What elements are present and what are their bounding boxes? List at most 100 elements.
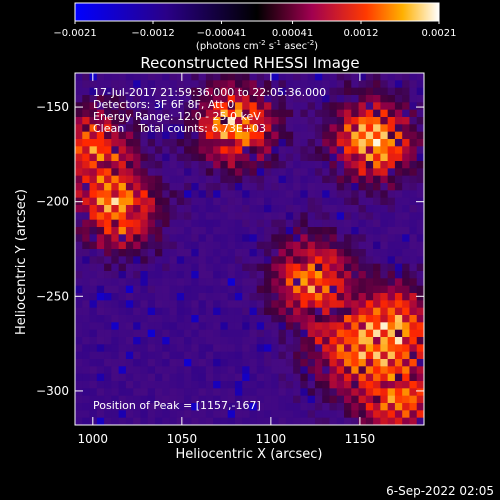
heatmap-cell	[89, 131, 98, 140]
heatmap-cell	[96, 381, 105, 389]
heatmap-cell	[300, 139, 309, 147]
heatmap-cell	[198, 417, 207, 426]
heatmap-cell	[147, 80, 156, 89]
heatmap-cell	[234, 80, 243, 89]
heatmap-cell	[293, 190, 301, 199]
heatmap-cell	[300, 87, 309, 96]
heatmap-cell	[140, 366, 149, 375]
heatmap-cell	[351, 234, 359, 243]
heatmap-cell	[314, 329, 323, 338]
heatmap-cell	[409, 73, 418, 81]
heatmap-cell	[227, 388, 236, 397]
heatmap-cell	[416, 307, 425, 316]
heatmap-cell	[111, 300, 120, 309]
heatmap-cell	[140, 183, 149, 191]
heatmap-cell	[169, 131, 178, 140]
heatmap-cell	[322, 263, 330, 272]
heatmap-cell	[285, 366, 294, 375]
heatmap-cell	[111, 124, 120, 133]
heatmap-cell	[336, 109, 345, 118]
heatmap-cell	[329, 417, 338, 426]
heatmap-cell	[358, 381, 367, 389]
heatmap-cell	[140, 293, 149, 301]
heatmap-cell	[380, 256, 389, 265]
heatmap-cell	[409, 212, 418, 221]
heatmap-cell	[104, 373, 112, 382]
heatmap-cell	[169, 183, 178, 191]
heatmap-cell	[205, 146, 214, 155]
heatmap-cell	[373, 197, 381, 206]
heatmap-cell	[75, 168, 83, 177]
heatmap-cell	[365, 73, 374, 81]
heatmap-cell	[82, 80, 90, 89]
heatmap-cell	[191, 381, 199, 389]
heatmap-cell	[118, 124, 127, 133]
heatmap-cell	[416, 205, 425, 213]
heatmap-cells	[75, 73, 425, 426]
heatmap-cell	[409, 249, 418, 257]
heatmap-cell	[176, 271, 185, 279]
heatmap-cell	[351, 410, 359, 419]
heatmap-cell	[198, 124, 207, 133]
heatmap-cell	[278, 322, 287, 331]
heatmap-cell	[118, 388, 127, 397]
heatmap-cell	[162, 161, 170, 169]
heatmap-cell	[220, 117, 229, 125]
heatmap-cell	[162, 373, 170, 382]
heatmap-cell	[96, 241, 105, 250]
heatmap-cell	[293, 417, 301, 426]
heatmap-cell	[249, 366, 258, 375]
heatmap-cell	[271, 329, 279, 338]
heatmap-cell	[300, 322, 309, 331]
heatmap-cell	[256, 359, 265, 367]
heatmap-cell	[184, 161, 192, 169]
heatmap-cell	[198, 102, 207, 111]
heatmap-cell	[162, 80, 170, 89]
heatmap-cell	[184, 190, 192, 199]
heatmap-cell	[96, 395, 105, 404]
heatmap-cell	[409, 227, 418, 235]
heatmap-cell	[387, 109, 396, 118]
heatmap-cell	[147, 124, 156, 133]
heatmap-cell	[256, 219, 265, 228]
heatmap-cell	[293, 337, 301, 345]
heatmap-cell	[89, 190, 98, 199]
heatmap-cell	[205, 315, 214, 323]
heatmap-cell	[133, 322, 141, 331]
heatmap-cell	[387, 95, 396, 103]
heatmap-cell	[307, 87, 316, 96]
heatmap-cell	[162, 197, 170, 206]
heatmap-cell	[118, 197, 127, 206]
heatmap-cell	[147, 395, 156, 404]
heatmap-cell	[409, 410, 418, 419]
heatmap-cell	[227, 351, 236, 360]
heatmap-cell	[351, 322, 359, 331]
heatmap-cell	[344, 139, 352, 147]
heatmap-cell	[169, 197, 178, 206]
heatmap-cell	[278, 124, 287, 133]
heatmap-cell	[96, 124, 105, 133]
heatmap-cell	[162, 351, 170, 360]
heatmap-cell	[184, 234, 192, 243]
heatmap-cell	[234, 351, 243, 360]
heatmap-cell	[227, 315, 236, 323]
heatmap-cell	[176, 87, 185, 96]
heatmap-cell	[154, 417, 163, 426]
heatmap-cell	[234, 410, 243, 419]
heatmap-cell	[82, 168, 90, 177]
heatmap-cell	[118, 80, 127, 89]
heatmap-cell	[365, 168, 374, 177]
heatmap-cell	[293, 307, 301, 316]
heatmap-cell	[198, 161, 207, 169]
heatmap-cell	[365, 329, 374, 338]
heatmap-cell	[220, 359, 229, 367]
heatmap-cell	[351, 307, 359, 316]
heatmap-cell	[125, 168, 134, 177]
heatmap-cell	[402, 388, 410, 397]
heatmap-cell	[307, 373, 316, 382]
heatmap-cell	[322, 410, 330, 419]
heatmap-cell	[329, 80, 338, 89]
heatmap-cell	[242, 263, 250, 272]
heatmap-cell	[191, 73, 199, 81]
